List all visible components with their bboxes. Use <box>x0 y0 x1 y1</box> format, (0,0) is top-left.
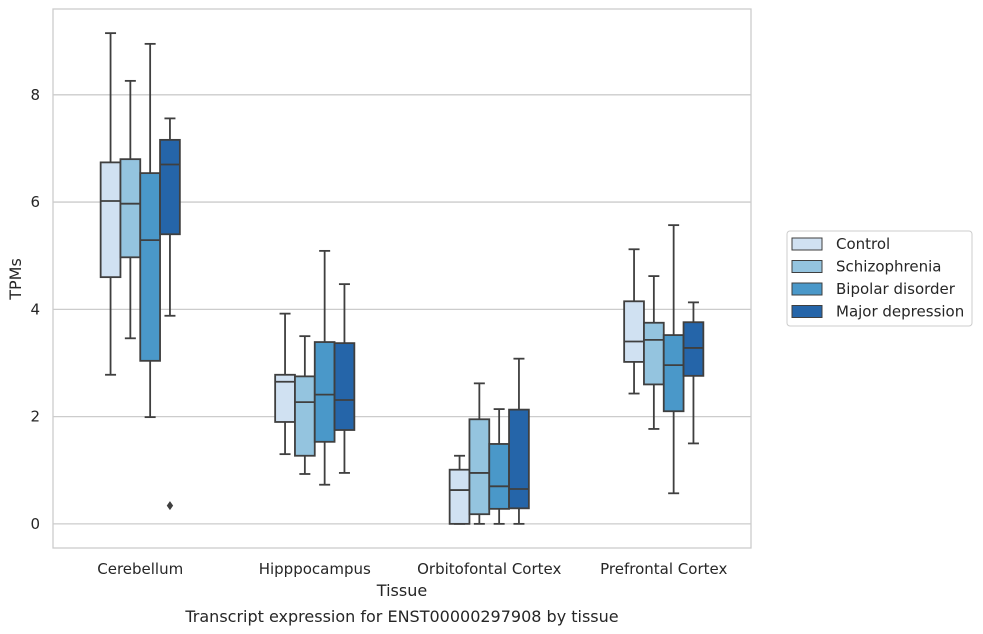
legend: Control Schizophrenia Bipolar disorder Majo… <box>786 230 973 327</box>
legend-item: Control <box>791 235 890 253</box>
box <box>508 357 530 525</box>
y-tick-label: 8 <box>30 86 40 104</box>
legend-item: Bipolar disorder <box>791 280 956 298</box>
legend-swatch <box>791 260 823 273</box>
box-body <box>139 172 161 362</box>
box <box>448 454 471 525</box>
x-axis-label: Tissue <box>376 581 427 600</box>
y-tick-label: 0 <box>30 515 40 533</box>
box-body <box>333 342 356 431</box>
box <box>662 224 685 495</box>
chart-caption: Transcript expression for ENST0000029790… <box>184 607 618 626</box>
box-body <box>99 161 122 279</box>
legend-swatch <box>791 282 823 296</box>
box <box>333 283 356 474</box>
legend-item: Schizophrenia <box>791 258 941 276</box>
box <box>643 275 665 430</box>
legend-swatch <box>791 237 823 251</box>
box <box>623 248 645 395</box>
box-body <box>643 321 665 386</box>
plot-frame <box>52 8 752 549</box>
box-body <box>488 443 510 510</box>
box-body <box>159 138 181 236</box>
y-tick-label: 6 <box>30 193 40 211</box>
box-body <box>448 468 471 525</box>
plot-area <box>99 32 705 525</box>
box-body <box>682 321 705 377</box>
box <box>274 312 296 456</box>
legend-label: Bipolar disorder <box>836 280 956 298</box>
x-tick-label: Hipppocampus <box>259 560 371 578</box>
x-axis-ticks: Cerebellum Hipppocampus Orbitofontal Corte… <box>97 560 727 578</box>
x-tick-label: Cerebellum <box>97 560 183 578</box>
box-body <box>119 158 142 259</box>
legend-frame <box>786 230 973 327</box>
y-tick-label: 2 <box>30 408 40 426</box>
box-body <box>662 334 685 413</box>
box-body <box>623 300 645 363</box>
x-tick-label: Prefrontal Cortex <box>600 560 727 578</box>
legend-item: Major depression <box>791 303 964 321</box>
box <box>294 335 316 475</box>
legend-items: Control Schizophrenia Bipolar disorder Majo… <box>791 235 964 321</box>
box-body <box>468 418 491 516</box>
box <box>139 42 161 419</box>
legend-label: Major depression <box>836 303 964 321</box>
box <box>119 79 142 340</box>
box <box>313 249 336 486</box>
x-tick-label: Orbitofontal Cortex <box>417 560 561 578</box>
y-axis-ticks: 0 2 4 6 8 <box>30 86 40 533</box>
y-axis-label: TPMs <box>6 258 25 301</box>
legend-label: Schizophrenia <box>836 258 941 276</box>
box-body <box>313 341 336 443</box>
legend-swatch <box>791 305 823 318</box>
box <box>159 117 181 511</box>
box <box>682 301 705 445</box>
box <box>468 382 491 525</box>
box <box>488 408 510 525</box>
y-tick-label: 4 <box>30 300 40 318</box>
box <box>99 32 122 376</box>
box-body <box>294 375 316 457</box>
box-body <box>508 408 530 510</box>
outlier-point <box>166 501 174 511</box>
legend-label: Control <box>836 235 890 253</box>
